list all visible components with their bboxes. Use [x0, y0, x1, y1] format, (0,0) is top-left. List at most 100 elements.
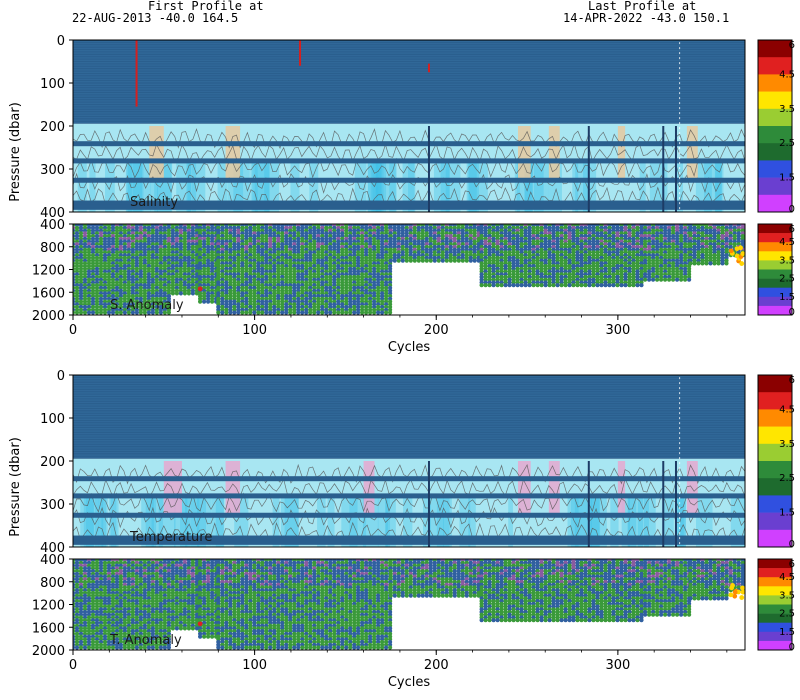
colorbar-label-1-1: 4.5 — [779, 237, 795, 248]
cyan-patch — [77, 160, 87, 212]
anomaly-point — [456, 258, 461, 263]
cyan-patch — [375, 160, 387, 212]
cyan-patch — [375, 160, 381, 212]
colorbar-segment-0-7 — [758, 160, 792, 178]
anomaly-point — [700, 261, 705, 266]
contour-line-4 — [73, 186, 745, 208]
anomaly-point — [440, 258, 445, 263]
colorbar-label-1-2: 3.5 — [779, 255, 795, 266]
anomaly-point — [360, 310, 365, 315]
anomaly-point — [671, 277, 676, 282]
y-tick-label-1-3: 1600 — [32, 286, 65, 301]
cyan-patch — [127, 160, 133, 212]
anomaly-point — [448, 258, 453, 263]
anomaly-point — [336, 310, 341, 315]
x-tick-label-1-3: 300 — [605, 323, 630, 338]
first-profile-value: 22-AUG-2013 -40.0 164.5 — [72, 11, 238, 25]
colorbar-label-2-5: 0 — [789, 539, 795, 550]
colorbar-label-0-5: 0 — [789, 204, 795, 215]
anomaly-point — [424, 258, 429, 263]
cyan-patch — [575, 160, 589, 212]
cyan-patch — [370, 160, 382, 212]
cyan-patch — [445, 160, 450, 212]
y-tick-label-0-0: 0 — [57, 34, 65, 49]
cyan-patch — [440, 160, 450, 212]
anomaly-point — [487, 283, 492, 288]
cyan-patch — [402, 160, 415, 212]
colorbar-border-0 — [757, 39, 793, 213]
anomaly-point — [591, 283, 596, 288]
cyan-patch — [164, 160, 172, 212]
panel-label-2: Temperature — [129, 530, 212, 545]
anomaly-point — [432, 258, 437, 263]
anomaly-point — [356, 310, 361, 315]
anomaly-point — [328, 310, 333, 315]
anomaly-point — [675, 277, 680, 282]
anomaly-point — [90, 310, 96, 315]
colorbar-segment-0-2 — [758, 74, 792, 92]
anomaly-point — [472, 258, 477, 263]
cyan-patch — [449, 160, 461, 212]
cyan-patch — [354, 160, 367, 212]
cyan-patch — [290, 160, 300, 212]
y-tick-label-2-3: 300 — [40, 498, 65, 513]
colorbar-segment-0-8 — [758, 177, 792, 196]
cyan-patch — [89, 160, 96, 212]
anomaly-point — [78, 310, 84, 315]
anomaly-point — [348, 310, 353, 315]
anomaly-point — [615, 283, 620, 288]
cyan-patch — [264, 160, 280, 212]
anomaly-point — [102, 310, 108, 315]
y-tick-label-0-3: 300 — [40, 163, 65, 178]
warm-patch-4 — [617, 126, 626, 182]
depth-band-0 — [73, 375, 745, 459]
anomaly-point — [82, 645, 88, 650]
anomaly-point — [288, 310, 293, 315]
anomaly-point-red — [197, 286, 203, 292]
cyan-patch — [466, 160, 477, 212]
anomaly-point — [114, 310, 120, 315]
cyan-patch — [524, 160, 531, 212]
anomaly-point — [420, 258, 425, 263]
anomaly-point — [280, 310, 285, 315]
anomaly-point — [551, 283, 556, 288]
anomaly-point — [244, 310, 249, 315]
cyan-patch — [367, 160, 379, 212]
anomaly-point — [118, 310, 123, 315]
colorbar-label-2-2: 3.5 — [779, 439, 795, 450]
cyan-patch — [150, 160, 159, 212]
colorbar-label-1-0: 6 — [789, 224, 795, 235]
streak-line-0 — [73, 476, 745, 482]
anomaly-point — [436, 258, 441, 263]
anomaly-point — [162, 310, 167, 315]
cyan-patch — [372, 160, 380, 212]
anomaly-point — [535, 283, 540, 288]
anomaly-point — [74, 310, 80, 315]
y-tick-label-1-2: 1200 — [32, 264, 65, 279]
anomaly-point — [603, 283, 608, 288]
anomaly-point — [655, 277, 660, 282]
anomaly-point — [134, 310, 139, 315]
cyan-patch — [704, 160, 722, 212]
anomaly-point — [216, 310, 221, 315]
cyan-patch — [744, 495, 745, 547]
anomaly-point — [639, 283, 644, 288]
y-axis-label-0: Pressure (dbar) — [8, 102, 23, 202]
anomaly-point — [94, 310, 100, 315]
anomaly-point — [198, 299, 203, 304]
anomaly-point — [511, 283, 516, 288]
y-tick-label-0-4: 400 — [40, 206, 65, 221]
streak-line-1 — [73, 158, 745, 164]
anomaly-point — [464, 258, 469, 263]
cyan-patch — [572, 160, 579, 212]
colorbar-label-1-3: 2.5 — [779, 274, 795, 285]
x-tick-label-1-1: 100 — [242, 323, 267, 338]
anomaly-point — [98, 310, 104, 315]
anomaly-point — [503, 283, 508, 288]
y-tick-label-2-0: 0 — [57, 369, 65, 384]
first-profile-label: First Profile at — [148, 0, 264, 13]
anomaly-point — [122, 310, 127, 315]
warm-patch-1 — [225, 126, 241, 182]
